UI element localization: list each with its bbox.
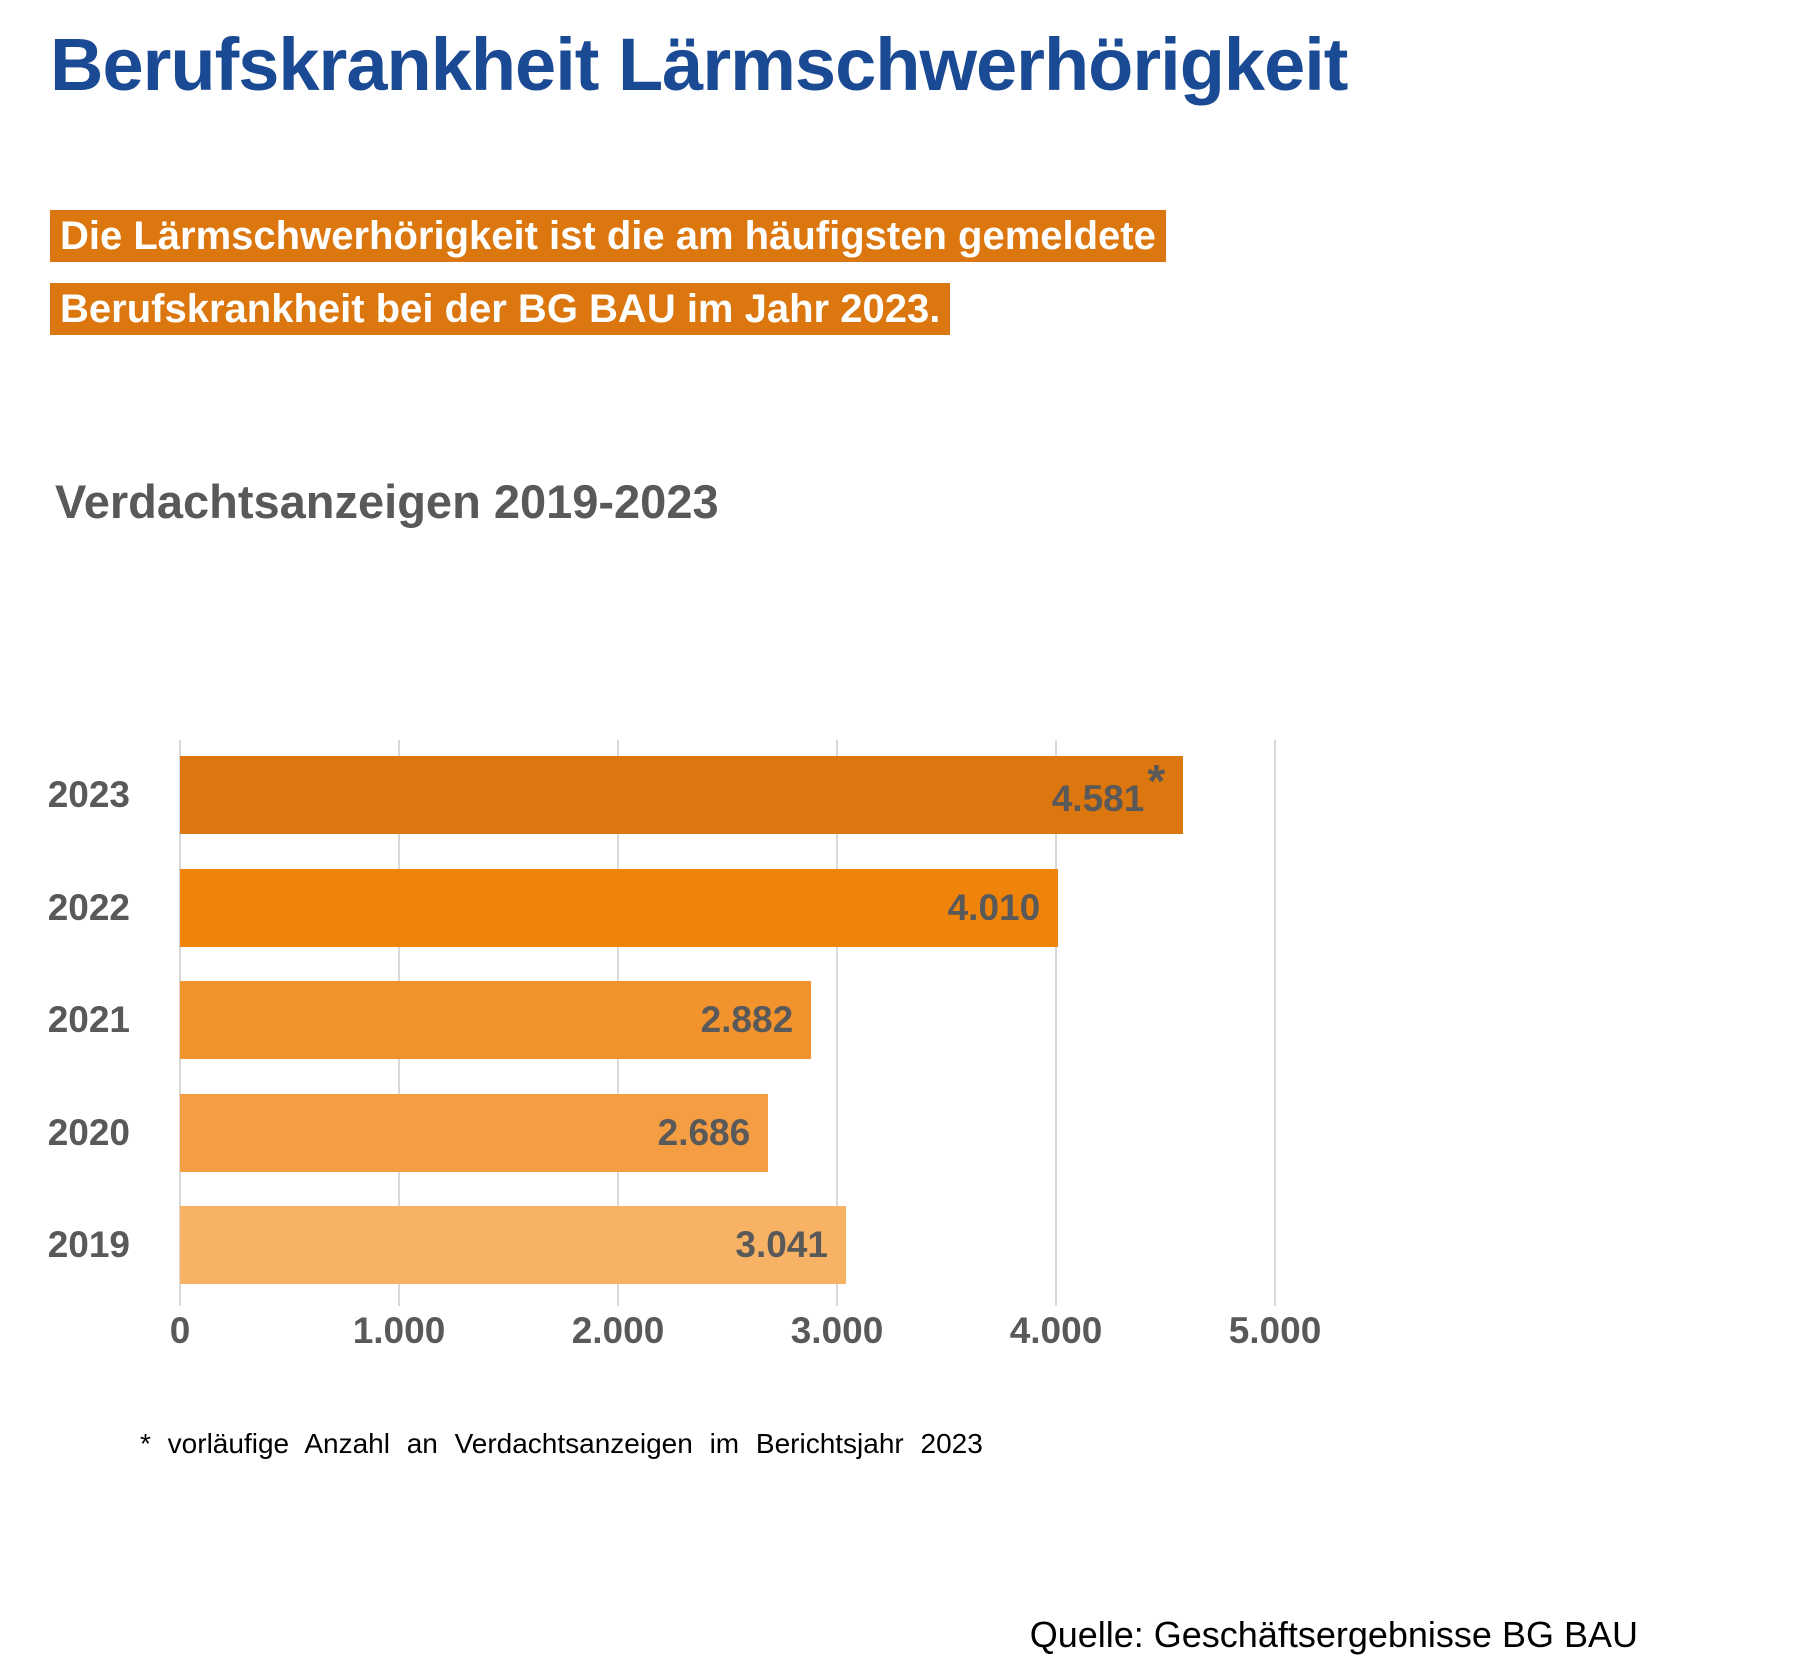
bar: 2.882 <box>180 981 812 1059</box>
year-label: 2022 <box>47 886 130 928</box>
bar-value-label: 2.882 <box>700 999 794 1040</box>
highlight-line-1: Die Lärmschwerhörigkeit ist die am häufi… <box>50 210 1166 262</box>
bar: 4.581* <box>180 755 1184 834</box>
gridline <box>1274 740 1276 1290</box>
bar-value-label: 3.041 <box>735 1224 828 1265</box>
bar-value-label: 2.686 <box>657 1111 751 1153</box>
gridline <box>836 740 838 1290</box>
axis-tick <box>1274 1290 1276 1306</box>
year-label: 2020 <box>47 1111 130 1153</box>
x-axis-tick-label: 2.000 <box>571 1310 665 1351</box>
x-axis-tick-label: 3.000 <box>790 1310 884 1351</box>
gridline <box>1055 740 1057 1290</box>
bar: 4.010 <box>180 868 1059 947</box>
x-axis-tick-label: 5.000 <box>1228 1310 1322 1351</box>
year-label: 2023 <box>47 774 130 815</box>
axis-tick <box>836 1290 838 1306</box>
bar: 3.041 <box>180 1206 846 1284</box>
x-axis-tick-label: 0 <box>169 1310 191 1351</box>
bar-value-label: 4.010 <box>947 886 1041 928</box>
footnote-marker: * <box>1147 755 1166 807</box>
axis-tick <box>617 1290 619 1306</box>
axis-tick <box>398 1290 400 1306</box>
chart-footnote: * vorläufige Anzahl an Verdachtsanzeigen… <box>140 1428 983 1459</box>
year-label: 2021 <box>47 999 130 1040</box>
axis-tick <box>1055 1290 1057 1306</box>
x-axis-tick-label: 4.000 <box>1009 1310 1103 1351</box>
source-credit: Quelle: Geschäftsergebnisse BG BAU <box>1029 1614 1638 1655</box>
bar-value-label: 4.581* <box>1051 755 1166 819</box>
year-label: 2019 <box>47 1224 130 1265</box>
highlight-line-2: Berufskrankheit bei der BG BAU im Jahr 2… <box>50 283 951 335</box>
bar-chart: 0 1.000 2.000 3.000 4.000 5.000 2023 4.581* 2022… <box>48 740 1321 1351</box>
axis-tick <box>179 1290 181 1306</box>
x-axis-tick-label: 1.000 <box>352 1310 446 1351</box>
bar: 2.686 <box>180 1093 769 1172</box>
chart-title: Verdachtsanzeigen 2019-2023 <box>55 475 719 528</box>
page-title: Berufskrankheit Lärmschwerhörigkeit <box>50 23 1348 106</box>
